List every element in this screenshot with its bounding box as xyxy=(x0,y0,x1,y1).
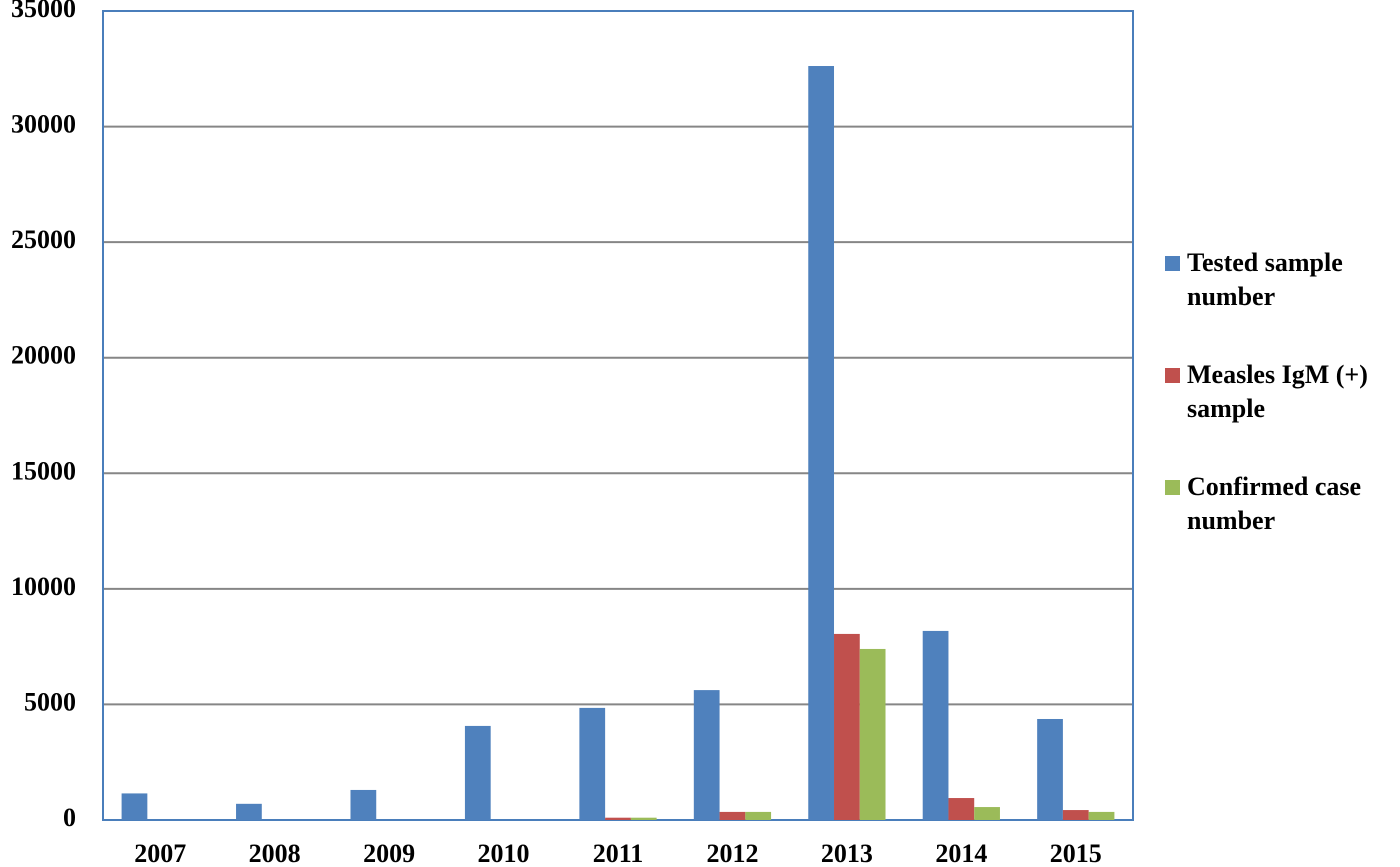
bar xyxy=(630,817,657,820)
legend-label: Confirmed case number xyxy=(1187,472,1362,535)
bar xyxy=(350,789,377,820)
bar xyxy=(579,707,606,820)
y-tick-label: 35000 xyxy=(11,0,76,23)
x-tick-label: 2015 xyxy=(1050,839,1102,867)
bar xyxy=(464,725,491,820)
bar xyxy=(808,66,835,820)
legend-item: Tested sample number xyxy=(1165,246,1400,314)
x-tick-label: 2007 xyxy=(134,839,186,867)
bar xyxy=(859,648,886,820)
bar xyxy=(745,811,772,820)
x-tick-label: 2012 xyxy=(706,839,758,867)
bar xyxy=(834,633,860,820)
legend-label: Tested sample number xyxy=(1187,248,1343,311)
legend-label: Measles IgM (+) sample xyxy=(1187,360,1368,423)
y-tick-label: 30000 xyxy=(11,110,76,139)
x-tick-label: 2010 xyxy=(478,839,530,867)
plot-border xyxy=(102,10,1134,821)
bar xyxy=(236,803,262,820)
legend-item: Confirmed case number xyxy=(1165,470,1400,538)
legend-item: Measles IgM (+) sample xyxy=(1165,358,1400,426)
bar xyxy=(974,807,1000,820)
x-tick-label: 2009 xyxy=(363,839,415,867)
legend-swatch xyxy=(1165,368,1180,383)
bar xyxy=(719,811,746,820)
x-tick-label: 2014 xyxy=(935,839,987,867)
legend-swatch xyxy=(1165,480,1180,495)
bar xyxy=(922,630,949,820)
y-tick-label: 10000 xyxy=(11,572,76,601)
x-tick-label: 2013 xyxy=(821,839,873,867)
legend-swatch xyxy=(1165,256,1180,271)
bar xyxy=(121,793,148,820)
bar xyxy=(1062,810,1089,820)
y-tick-label: 15000 xyxy=(11,456,76,485)
y-tick-label: 0 xyxy=(63,803,76,832)
legend: Tested sample number Measles IgM (+) samp… xyxy=(1165,246,1400,582)
bar xyxy=(605,817,631,820)
bar xyxy=(948,798,975,820)
y-tick-label: 25000 xyxy=(11,225,76,254)
x-tick-label: 2008 xyxy=(249,839,301,867)
x-tick-label: 2011 xyxy=(593,839,644,867)
bar xyxy=(693,690,720,820)
bar xyxy=(1037,718,1063,820)
y-tick-label: 20000 xyxy=(11,341,76,370)
bar xyxy=(1088,811,1115,820)
y-tick-label: 5000 xyxy=(24,687,76,716)
